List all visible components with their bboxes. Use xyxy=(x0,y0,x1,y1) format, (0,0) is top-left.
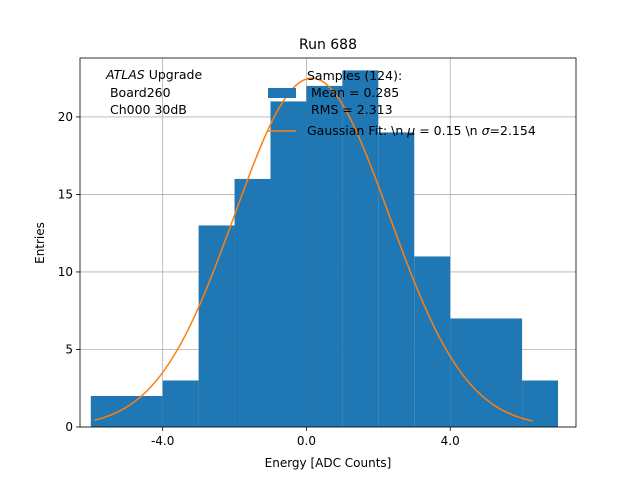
legend-fit-mu: μ xyxy=(406,123,415,138)
histogram-bar xyxy=(234,178,271,427)
legend-fit-suffix: =2.154 xyxy=(490,123,536,138)
histogram-bar xyxy=(450,318,523,427)
chart-title: Run 688 xyxy=(299,37,357,53)
y-tick-label: 15 xyxy=(58,187,73,201)
atlas-annotation: ATLAS Upgrade Board260 Ch000 30dB xyxy=(105,67,202,117)
x-tick-label: 4.0 xyxy=(441,434,460,448)
legend-fit-prefix: Gaussian Fit: \n xyxy=(307,123,407,138)
histogram-bar xyxy=(162,380,199,427)
legend-histogram-line-3: RMS = 2.313 xyxy=(307,102,393,117)
legend: Samples (124): Mean = 0.285 RMS = 2.313 … xyxy=(268,68,536,138)
plot-frame xyxy=(79,57,577,428)
y-axis-label: Entries xyxy=(33,222,47,264)
annotation-upgrade: Upgrade xyxy=(145,67,203,82)
legend-fit-sigma: σ xyxy=(482,123,491,138)
histogram-bar xyxy=(342,70,379,428)
legend-histogram-line-2: Mean = 0.285 xyxy=(307,85,399,100)
x-axis-label: Energy [ADC Counts] xyxy=(265,456,392,470)
axis-ticks: -4.0 0.0 4.0 0 5 10 15 20 xyxy=(58,110,460,448)
histogram-bar xyxy=(90,395,163,427)
histogram-bar xyxy=(198,225,235,427)
annotation-line-2: Board260 xyxy=(106,85,171,100)
annotation-atlas: ATLAS xyxy=(105,67,145,82)
gaussian-fit-curve xyxy=(94,77,534,422)
annotation-line-1: ATLAS Upgrade xyxy=(105,67,202,82)
legend-histogram-swatch xyxy=(268,88,296,98)
histogram-bar xyxy=(306,85,343,427)
y-tick-label: 10 xyxy=(58,265,73,279)
legend-histogram-line-1: Samples (124): xyxy=(307,68,402,83)
y-tick-label: 5 xyxy=(65,342,73,356)
y-tick-label: 0 xyxy=(65,420,73,434)
annotation-line-3: Ch000 30dB xyxy=(106,102,187,117)
legend-fit-mid: = 0.15 \n xyxy=(415,123,481,138)
histogram-bar xyxy=(378,132,415,427)
x-tick-label: -4.0 xyxy=(151,434,174,448)
legend-fit-label: Gaussian Fit: \n μ = 0.15 \n σ=2.154 xyxy=(307,123,536,138)
y-tick-label: 20 xyxy=(58,110,73,124)
x-tick-label: 0.0 xyxy=(297,434,316,448)
histogram-bar xyxy=(414,256,451,427)
histogram-bar xyxy=(270,101,307,427)
